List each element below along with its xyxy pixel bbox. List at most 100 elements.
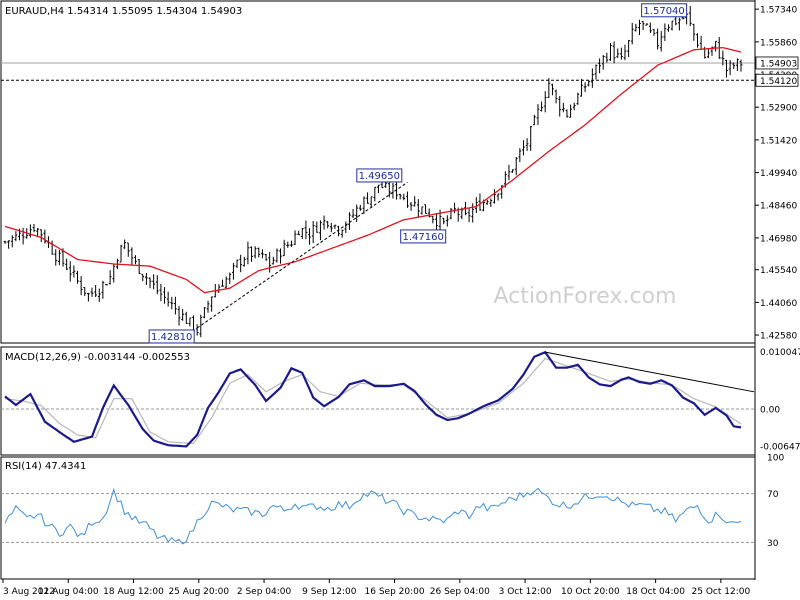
candle — [590, 68, 594, 88]
x-tick-label: 25 Oct 12:00 — [692, 587, 751, 597]
candle — [645, 23, 649, 26]
candle — [333, 224, 337, 229]
x-tick-label: 3 Aug 2022 — [3, 587, 55, 597]
candle — [246, 241, 250, 265]
candle — [445, 215, 449, 227]
candle — [616, 48, 620, 58]
candle — [337, 225, 340, 237]
watermark: ActionForex.com — [494, 284, 677, 309]
annotation-swing-high-frame — [356, 168, 403, 183]
x-tick-label: 3 Oct 12:00 — [499, 587, 552, 597]
candle — [195, 324, 199, 336]
candle — [39, 229, 43, 243]
candle — [532, 114, 536, 126]
rsi-pane — [4, 487, 742, 545]
annotation-high-frame — [641, 3, 688, 18]
candle — [94, 284, 98, 298]
candle — [105, 284, 108, 286]
current-price-tag: 1.54903 — [755, 56, 799, 69]
candle — [362, 196, 366, 214]
macd-pane — [4, 350, 755, 448]
candle — [663, 23, 667, 42]
candle — [554, 89, 558, 104]
candle — [235, 259, 239, 268]
candle — [612, 41, 616, 64]
candle — [123, 239, 127, 249]
candle — [308, 228, 311, 245]
support-price-tag-frame — [755, 73, 799, 87]
candle — [184, 311, 188, 325]
candle — [507, 164, 511, 181]
candle — [369, 196, 373, 208]
x-tick-label: 9 Sep 12:00 — [302, 587, 357, 597]
candle — [648, 22, 652, 34]
candle — [543, 91, 547, 113]
candle — [551, 83, 554, 96]
candle — [130, 247, 134, 266]
candle — [667, 24, 670, 32]
candle — [587, 80, 591, 87]
candle — [36, 227, 40, 238]
candle — [112, 264, 116, 283]
candle — [630, 22, 634, 45]
pane-frame-rsi — [0, 456, 756, 580]
moving-average-line — [4, 46, 742, 294]
candle — [188, 317, 192, 327]
candle — [177, 305, 181, 326]
grid-lines — [1, 408, 755, 543]
candle — [148, 277, 152, 289]
annotation-low: 1.42810 — [148, 329, 195, 344]
candle — [366, 192, 369, 204]
candle — [268, 251, 272, 273]
rsi-y-tick-label: 100 — [767, 454, 784, 464]
candle — [79, 276, 83, 296]
candle — [442, 217, 446, 225]
candle — [119, 244, 123, 263]
candle — [493, 189, 496, 204]
candle — [641, 21, 645, 31]
candle — [232, 262, 235, 280]
annotation-low-frame — [148, 329, 195, 344]
candle — [525, 138, 529, 151]
candle — [467, 208, 471, 223]
candle — [605, 52, 609, 63]
price-y-tick-label: 1.42580 — [760, 332, 797, 342]
candle — [282, 239, 286, 257]
candle — [264, 253, 268, 261]
candle — [155, 275, 159, 295]
candle — [210, 296, 214, 312]
x-tick-label: 16 Sep 20:00 — [365, 587, 425, 597]
candle — [373, 186, 377, 202]
price-y-tick-label: 1.51420 — [760, 136, 797, 146]
candle — [199, 314, 203, 338]
candle — [496, 193, 500, 201]
candle — [344, 221, 348, 233]
candle — [427, 208, 431, 218]
candle — [652, 28, 656, 36]
x-tick-label: 26 Sep 04:00 — [430, 587, 490, 597]
candle — [319, 220, 322, 241]
candle — [166, 291, 170, 307]
candle — [474, 197, 478, 213]
annotation-high-label: 1.57040 — [643, 6, 684, 17]
candle — [271, 256, 275, 265]
candle — [688, 6, 692, 27]
candle — [83, 286, 87, 297]
candle — [322, 215, 326, 230]
candle — [634, 23, 638, 32]
candle — [174, 296, 177, 315]
support-price-tag-label: 1.54120 — [760, 77, 797, 87]
annotation-swing-low-frame — [400, 229, 447, 244]
candle — [485, 199, 489, 205]
price-trendline — [196, 181, 408, 329]
candle — [108, 270, 112, 285]
candle — [580, 78, 583, 97]
price-y-tick-label: 1.44060 — [760, 299, 797, 309]
macd-y-tick-label: 0.00 — [760, 406, 780, 416]
candle — [144, 272, 148, 285]
candle — [677, 17, 681, 31]
candle — [706, 49, 710, 59]
annotation-swing-low-label: 1.47160 — [403, 232, 444, 243]
candle — [300, 227, 304, 239]
